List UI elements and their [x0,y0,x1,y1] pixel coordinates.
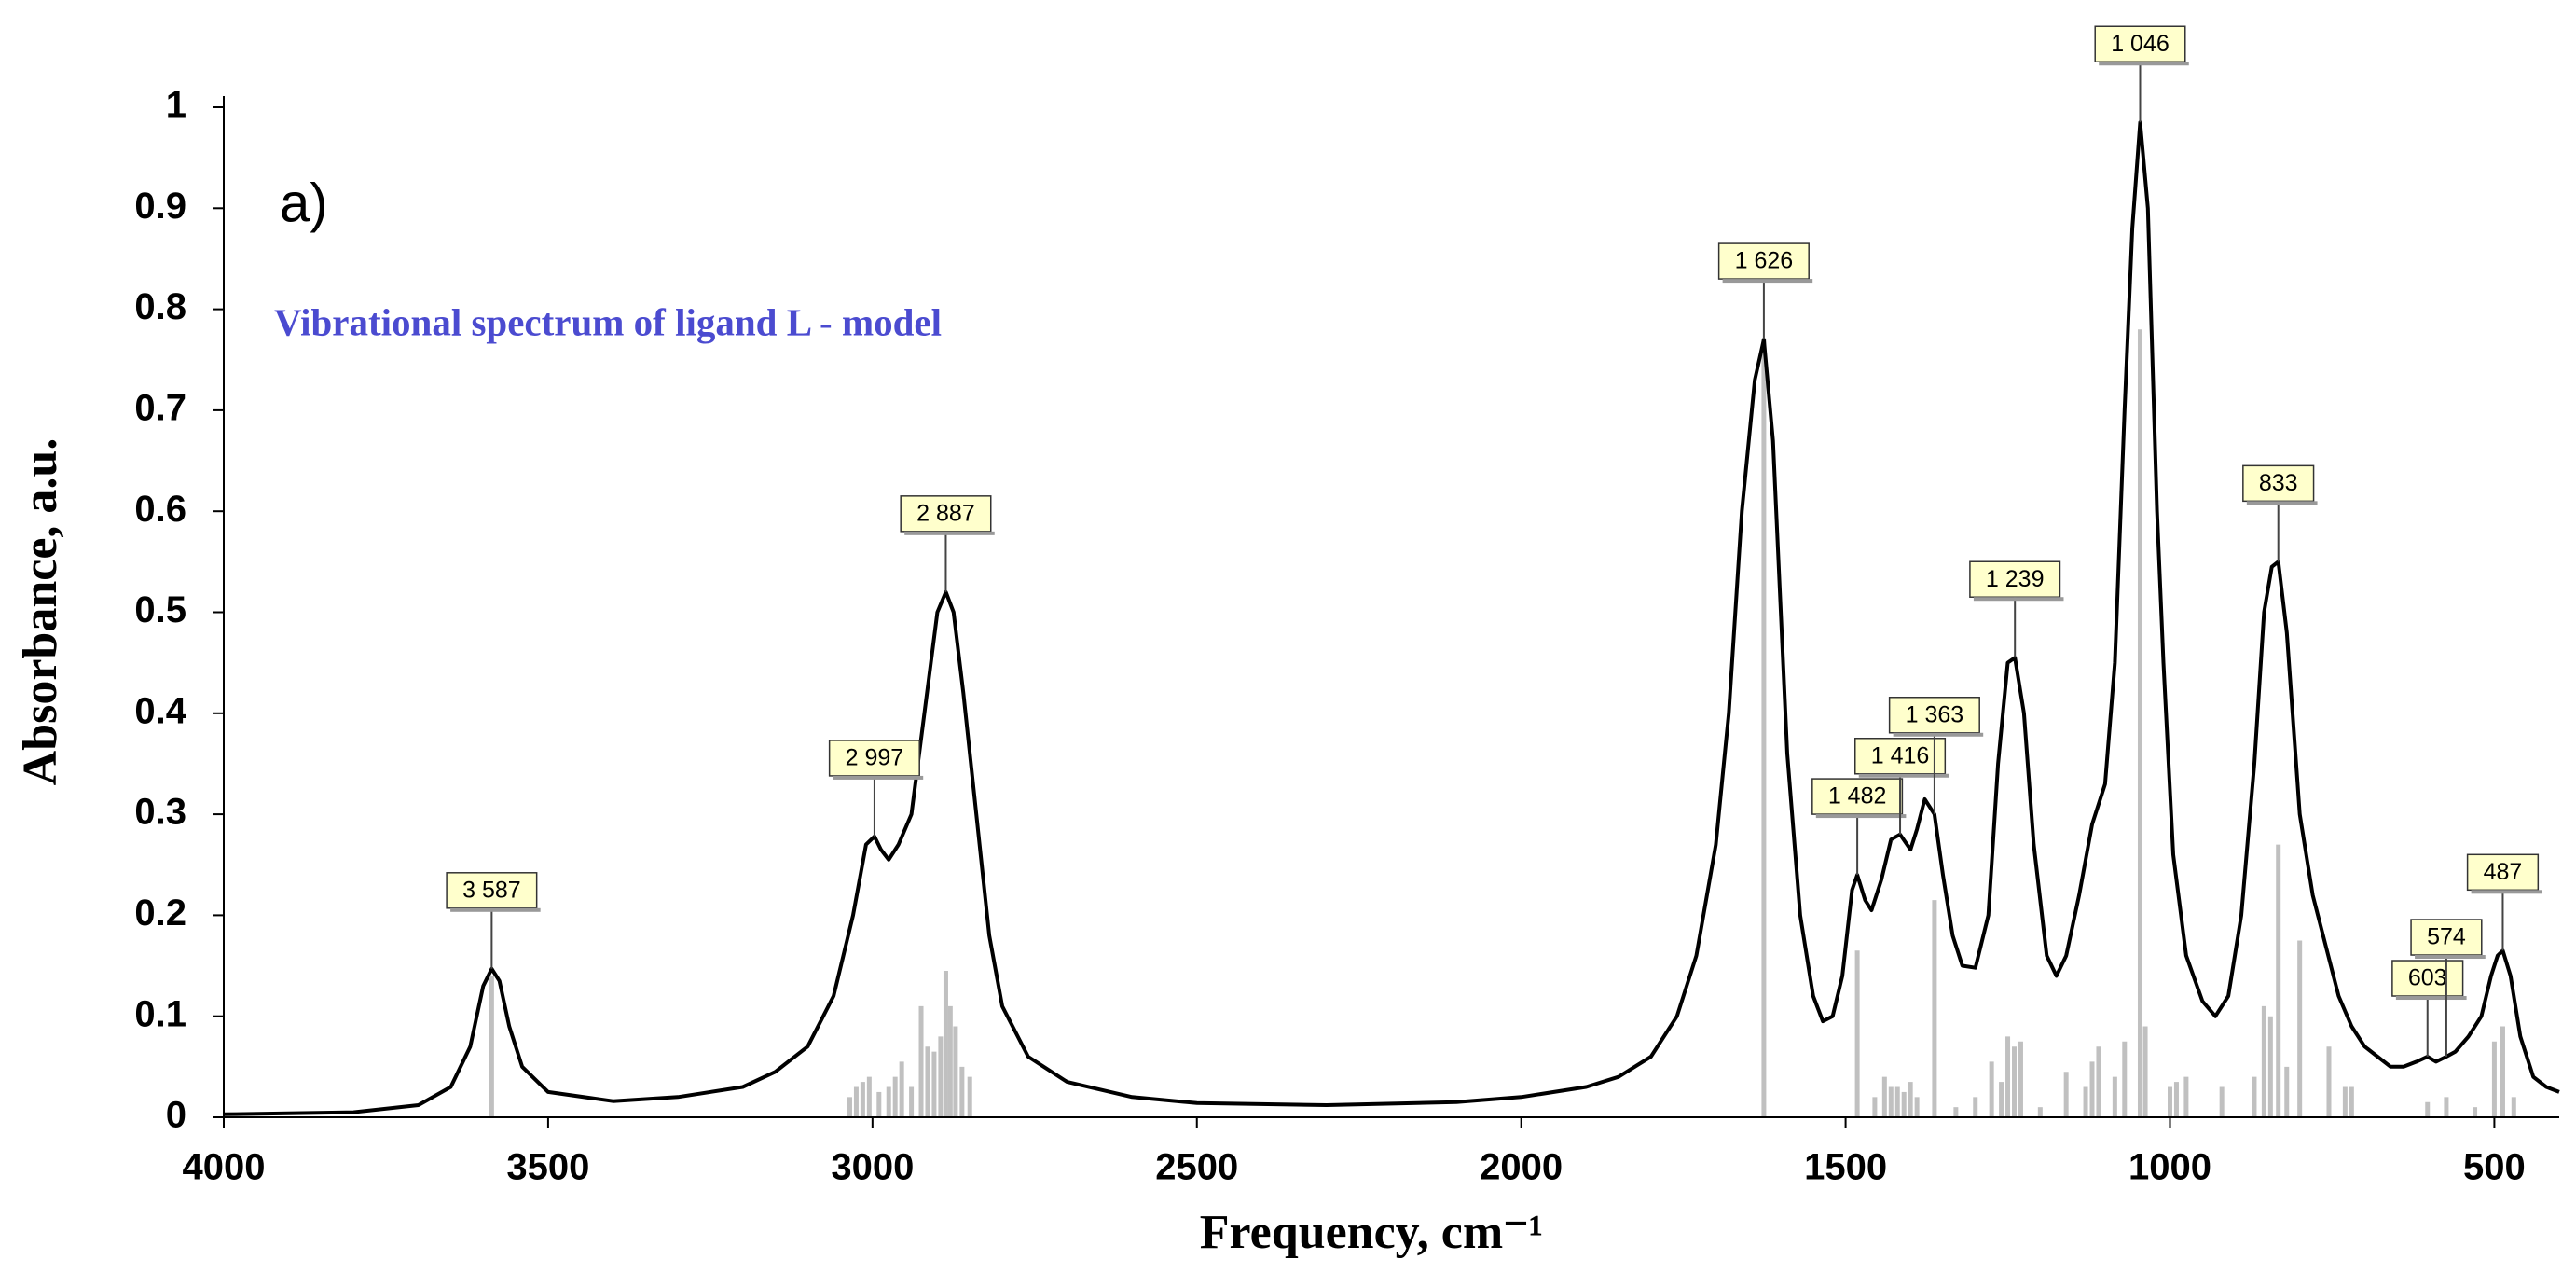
peak-label-shadow [2246,501,2318,505]
peak-label: 2 887 [900,495,995,592]
peak-label-text: 1 239 [1986,566,2045,592]
x-tick-label: 2000 [1480,1147,1563,1188]
peak-label-shadow [2099,62,2189,66]
peak-label-text: 3 587 [462,877,521,903]
y-tick-label: 0.5 [134,589,186,630]
peak-label-text: 603 [2408,965,2447,991]
peak-label-text: 1 626 [1735,248,1794,274]
peak-label-text: 1 363 [1906,701,1964,727]
peak-label: 833 [2242,464,2318,562]
peak-label-shadow [1815,814,1907,819]
peak-label: 1 626 [1717,242,1813,340]
y-tick-label: 0.7 [134,387,186,428]
y-tick-label: 0.4 [134,690,186,731]
peak-label-shadow [833,775,924,780]
peak-label-text: 574 [2427,924,2466,950]
peak-label-text: 1 482 [1828,783,1887,810]
peak-label: 2 997 [828,740,924,837]
peak-label: 603 [2391,960,2467,1058]
peak-label-shadow [2471,890,2542,894]
y-axis-label: Absorbance, a.u. [14,438,67,786]
x-tick-label: 3000 [831,1147,914,1188]
peak-label: 1 363 [1888,697,1984,815]
peak-label: 1 239 [1969,560,2064,658]
x-tick-label: 2500 [1155,1147,1238,1188]
peak-label: 1 046 [2094,25,2189,123]
peak-label-text: 1 416 [1871,742,1930,768]
peak-label-shadow [1722,279,1813,284]
x-tick-label: 1000 [2128,1147,2211,1188]
peak-label-shadow [2415,955,2486,960]
peak-label-shadow [1973,597,2064,602]
annotation: Vibrational spectrum of ligand L - model [274,300,942,343]
peak-label-text: 2 997 [846,745,904,771]
peak-label-shadow [904,531,995,535]
x-axis-label: Frequency, cm⁻¹ [1200,1206,1543,1259]
peak-label-shadow [450,907,541,912]
peak-label: 574 [2410,919,2486,1058]
y-tick-label: 0.3 [134,792,186,833]
y-tick-label: 0.8 [134,286,186,327]
peak-label-box [828,740,920,777]
y-tick-label: 0.9 [134,186,186,227]
peak-label-text: 487 [2484,859,2523,885]
peak-label-box [2466,853,2540,892]
peak-label-box [1969,560,2061,598]
peak-label: 3 587 [446,872,541,969]
peak-label-shadow [2395,996,2467,1001]
x-tick-label: 1500 [1804,1147,1887,1188]
peak-label: 1 416 [1854,738,1949,835]
y-tick-label: 0.2 [134,893,186,934]
y-tick-label: 0.6 [134,489,186,530]
panel-label: a) [280,173,328,233]
peak-label-shadow [1893,732,1984,737]
peak-label-text: 833 [2259,470,2298,496]
x-tick-label: 4000 [183,1147,266,1188]
y-tick-label: 1 [166,85,186,126]
x-tick-label: 500 [2463,1147,2526,1188]
x-tick-label: 3500 [506,1147,589,1188]
peak-label-text: 2 887 [916,500,975,526]
y-tick-label: 0.1 [134,993,186,1034]
peak-label-box [1888,697,1980,734]
y-tick-label: 0 [166,1095,186,1136]
peak-label-box [2410,919,2483,956]
peak-label-box [1811,778,1904,815]
peak-label: 487 [2466,853,2542,951]
peak-label-box [446,872,538,909]
spectrum-line [223,120,2560,1116]
peak-label-shadow [1858,773,1949,778]
peak-label-text: 1 046 [2111,31,2170,57]
peak-label: 1 482 [1811,778,1907,876]
